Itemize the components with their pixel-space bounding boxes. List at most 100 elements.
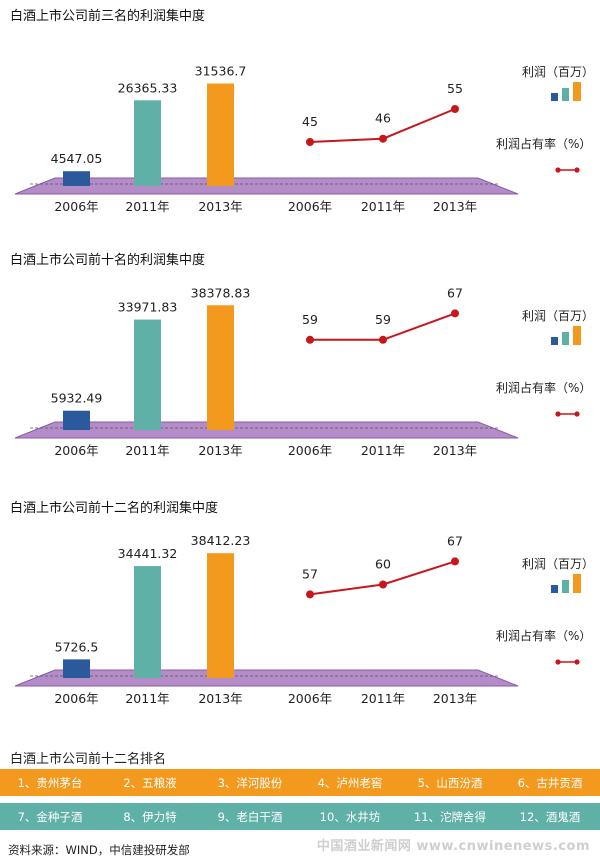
share-point-2: [379, 134, 387, 143]
x-tick-label: 2006年: [288, 199, 332, 214]
x-tick-label: 2011年: [125, 691, 169, 706]
legend-line-dot: [574, 167, 580, 173]
rank-item: 7、金种子酒: [17, 809, 83, 824]
watermark: 中国酒业新闻网 www.cnwinenews.com: [316, 839, 590, 854]
bar-value-label: 5726.5: [55, 639, 99, 654]
chart-1-title: 白酒上市公司前三名的利润集中度: [10, 9, 206, 24]
share-point-3: [451, 105, 459, 113]
x-tick-label: 2013年: [433, 443, 477, 458]
legend-bar-blue: [551, 93, 558, 101]
bar-2: [134, 566, 161, 678]
bar-3: [207, 553, 234, 678]
x-tick-label: 2011年: [125, 199, 169, 214]
bar-value-label: 38378.83: [191, 285, 251, 300]
chart-floor: [14, 421, 519, 439]
x-tick-label: 2013年: [198, 691, 242, 706]
bar-2: [134, 319, 161, 430]
chart-3: 5726.5 34441.32 38412.23 2006年 2011年 2013年 57 6…: [14, 533, 594, 706]
share-value-label: 59: [302, 312, 318, 327]
chart-2-title: 白酒上市公司前十名的利润集中度: [10, 253, 206, 268]
rank-item: 8、伊力特: [123, 809, 177, 824]
legend-line-label: 利润占有率（%）: [496, 380, 591, 395]
chart-3-title: 白酒上市公司前十二名的利润集中度: [10, 501, 219, 516]
legend-bar-teal: [562, 88, 569, 101]
rank-item: 1、贵州茅台: [17, 775, 83, 790]
chart-2: 5932.49 33971.83 38378.83 2006年 2011年 2013年 59…: [14, 285, 594, 458]
chart-floor: [14, 177, 519, 195]
x-tick-label: 2006年: [54, 443, 98, 458]
legend-bar-orange: [573, 574, 581, 593]
share-point-3: [451, 557, 459, 566]
bar-1: [63, 659, 90, 678]
legend-line-label: 利润占有率（%）: [496, 136, 591, 151]
bar-value-label: 4547.05: [51, 151, 103, 166]
x-tick-label: 2011年: [125, 443, 169, 458]
legend-line-label: 利润占有率（%）: [496, 628, 591, 643]
legend-bar-label: 利润（百万）: [522, 557, 594, 571]
share-point-1: [306, 335, 314, 344]
bar-3: [207, 83, 234, 186]
x-tick-label: 2006年: [54, 691, 98, 706]
x-tick-label: 2011年: [361, 691, 405, 706]
x-tick-label: 2011年: [361, 443, 405, 458]
bar-3: [207, 305, 234, 430]
share-point-2: [379, 335, 387, 344]
chart-1: 4547.05 26365.33 31536.7 2006年 2011年 2013年 45 4…: [14, 64, 594, 214]
legend-bar-blue: [551, 585, 558, 593]
bar-value-label: 33971.83: [118, 300, 178, 315]
rank-item: 2、五粮液: [123, 775, 177, 790]
share-point-2: [379, 580, 387, 589]
share-value-label: 59: [375, 312, 391, 327]
legend-bar-label: 利润（百万）: [522, 65, 594, 79]
legend-bar-blue: [551, 337, 558, 345]
x-tick-label: 2006年: [54, 199, 98, 214]
share-value-label: 67: [447, 533, 463, 548]
share-value-label: 46: [375, 111, 391, 126]
source-note: 资料来源：WIND，中信建投研发部: [8, 843, 190, 857]
x-tick-label: 2013年: [198, 443, 242, 458]
rank-item: 11、沱牌舍得: [413, 809, 487, 824]
bar-1: [63, 410, 90, 430]
x-tick-label: 2006年: [288, 443, 332, 458]
legend-bar-teal: [562, 580, 569, 593]
bar-value-label: 5932.49: [51, 391, 103, 406]
share-value-label: 55: [447, 81, 463, 96]
legend-bar-orange: [573, 82, 581, 101]
legend-line-dot: [574, 659, 580, 665]
share-point-1: [306, 138, 314, 146]
x-tick-label: 2013年: [433, 691, 477, 706]
rank-item: 4、泸州老窖: [317, 775, 383, 790]
bar-value-label: 26365.33: [118, 80, 178, 95]
bar-2: [134, 100, 161, 186]
legend-line-dot: [574, 411, 580, 417]
legend-line-dot: [555, 659, 561, 665]
rank-item: 3、洋河股份: [217, 775, 283, 790]
legend-line-dot: [555, 411, 561, 417]
legend-bar-teal: [562, 332, 569, 345]
rank-item: 5、山西汾酒: [417, 775, 483, 790]
bar-value-label: 34441.32: [118, 546, 178, 561]
bar-1: [63, 171, 90, 186]
ranking-title: 白酒上市公司前十二名排名: [10, 752, 167, 767]
share-point-3: [451, 309, 459, 318]
x-tick-label: 2011年: [361, 199, 405, 214]
ranking-row-1: 1、贵州茅台 2、五粮液 3、洋河股份 4、泸州老窖 5、山西汾酒 6、古井贡酒: [0, 769, 600, 796]
ranking-row-2: 7、金种子酒 8、伊力特 9、老白干酒 10、水井坊 11、沱牌舍得 12、酒鬼…: [0, 803, 600, 830]
bar-value-label: 31536.7: [195, 64, 247, 79]
legend-bar-orange: [573, 326, 581, 345]
bar-value-label: 38412.23: [191, 533, 251, 548]
x-tick-label: 2006年: [288, 691, 332, 706]
share-value-label: 57: [302, 566, 318, 581]
share-value-label: 67: [447, 285, 463, 300]
rank-item: 9、老白干酒: [217, 809, 283, 824]
rank-item: 6、古井贡酒: [517, 775, 583, 790]
chart-floor: [14, 669, 519, 687]
rank-item: 12、酒鬼酒: [519, 809, 581, 824]
share-value-label: 60: [375, 557, 391, 572]
x-tick-label: 2013年: [198, 199, 242, 214]
share-value-label: 45: [302, 114, 318, 129]
legend-line-dot: [555, 167, 561, 173]
x-tick-label: 2013年: [433, 199, 477, 214]
legend-bar-label: 利润（百万）: [522, 309, 594, 323]
rank-item: 10、水井坊: [319, 809, 381, 824]
